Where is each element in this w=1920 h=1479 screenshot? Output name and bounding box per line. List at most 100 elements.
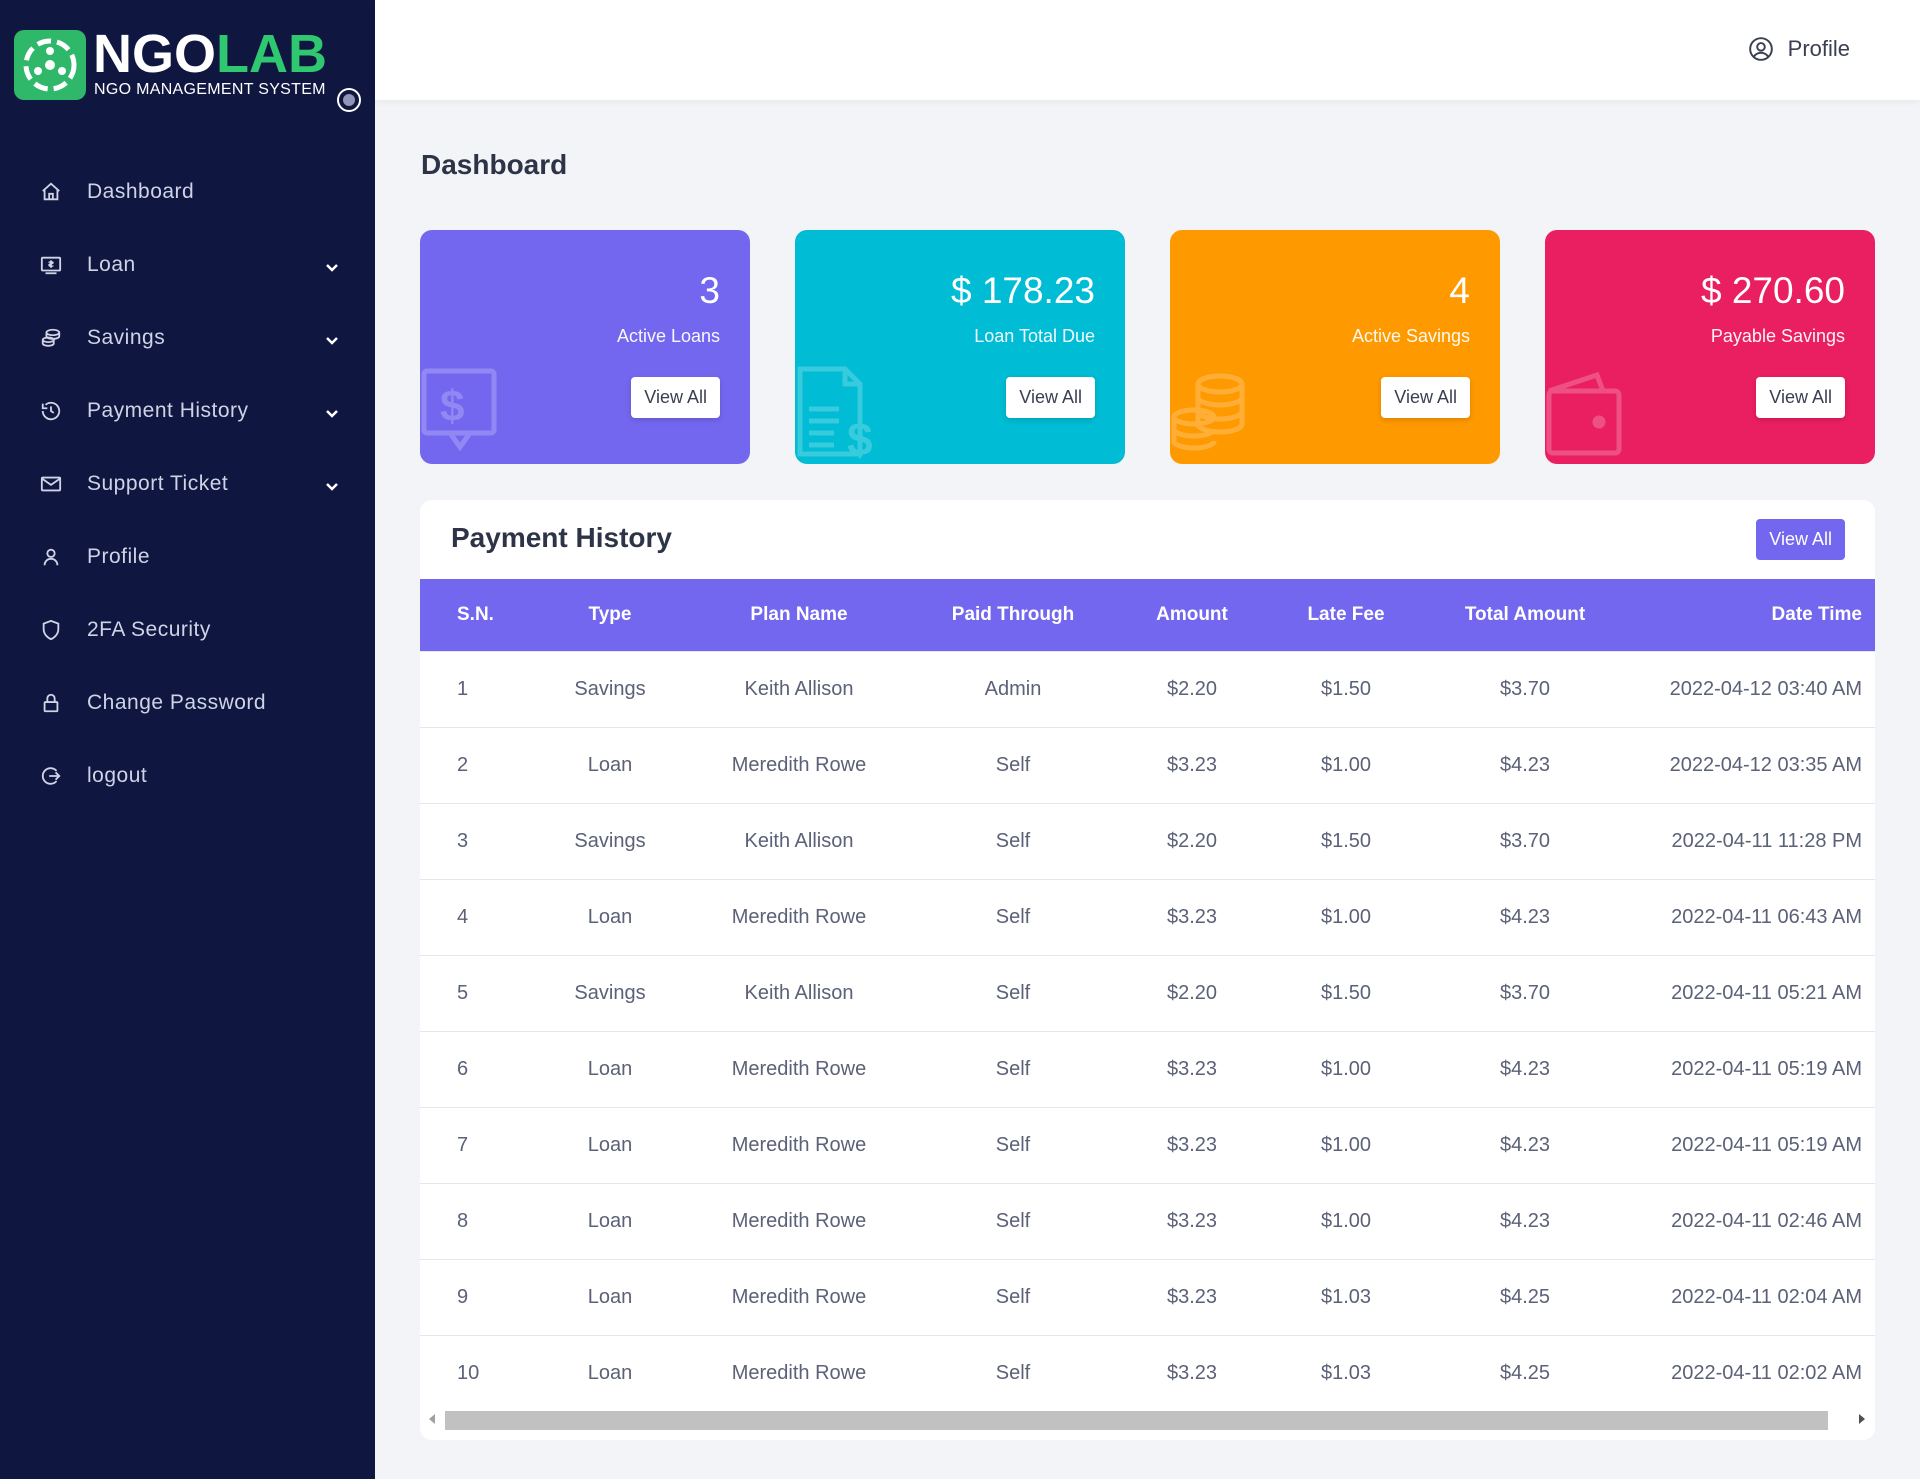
cell-late-fee: $1.50 xyxy=(1320,677,1372,700)
cell-type: Loan xyxy=(587,1209,633,1232)
table-row: 3 Savings Keith Allison Self $2.20 $1.50 $3.70… xyxy=(420,803,1875,879)
cell-total-amount: $4.23 xyxy=(1499,753,1551,776)
cell-date-time: 2022-04-12 03:35 AM xyxy=(1669,753,1862,776)
cell-plan-name: Meredith Rowe xyxy=(731,1285,867,1308)
stat-value: $ 178.23 xyxy=(950,270,1095,311)
cell-date-time: 2022-04-11 05:19 AM xyxy=(1671,1133,1862,1156)
stat-value: 3 xyxy=(699,270,720,311)
cell-paid-through: Self xyxy=(995,753,1031,776)
sidebar-item-profile[interactable]: Profile xyxy=(0,520,375,593)
sidebar-item-label: Savings xyxy=(87,325,166,349)
cell-total-amount: $4.25 xyxy=(1499,1285,1551,1308)
cell-total-amount: $4.23 xyxy=(1499,905,1551,928)
sidebar: NGOLAB NGO MANAGEMENT SYSTEM Dashboard L… xyxy=(0,0,375,1479)
table-row: 2 Loan Meredith Rowe Self $3.23 $1.00 $4.23 202… xyxy=(420,727,1875,803)
cell-sn: 5 xyxy=(457,981,469,1004)
scroll-right-arrow-icon[interactable] xyxy=(1859,1414,1865,1424)
cell-plan-name: Keith Allison xyxy=(744,677,854,700)
brand-subtitle: NGO MANAGEMENT SYSTEM xyxy=(94,81,326,98)
cell-date-time: 2022-04-11 05:19 AM xyxy=(1671,1057,1862,1080)
cell-type: Savings xyxy=(574,677,646,700)
sidebar-item-payment-history[interactable]: Payment History xyxy=(0,374,375,447)
sidebar-item-2fa-security[interactable]: 2FA Security xyxy=(0,593,375,666)
cell-amount: $3.23 xyxy=(1166,1285,1218,1308)
cell-sn: 7 xyxy=(457,1133,469,1156)
column-header-date-time: Date Time xyxy=(1771,603,1862,625)
svg-text:$: $ xyxy=(847,413,873,459)
column-header-late-fee: Late Fee xyxy=(1307,603,1385,625)
table-row: 10 Loan Meredith Rowe Self $3.23 $1.03 $4.25 20… xyxy=(420,1335,1875,1411)
wallet-icon xyxy=(1545,369,1625,464)
cell-amount: $3.23 xyxy=(1166,1209,1218,1232)
cell-late-fee: $1.50 xyxy=(1320,981,1372,1004)
cell-total-amount: $4.25 xyxy=(1499,1361,1551,1384)
stat-label: Active Savings xyxy=(1351,326,1470,346)
cell-plan-name: Meredith Rowe xyxy=(731,1209,867,1232)
cell-type: Loan xyxy=(587,753,633,776)
stat-card-active-loans: $ 3 Active Loans View All xyxy=(420,230,750,464)
table-row: 7 Loan Meredith Rowe Self $3.23 $1.00 $4.23 202… xyxy=(420,1107,1875,1183)
column-header-type: Type xyxy=(588,603,632,625)
coins-stack-icon xyxy=(1170,369,1250,464)
chevron-down-icon xyxy=(325,401,339,425)
invoice-dollar-icon: $ xyxy=(795,359,885,464)
column-header-sn: S.N. xyxy=(457,603,494,625)
cell-plan-name: Meredith Rowe xyxy=(731,905,867,928)
cell-late-fee: $1.03 xyxy=(1320,1361,1372,1384)
view-all-payable-savings-button[interactable]: View All xyxy=(1756,377,1845,418)
column-header-amount: Amount xyxy=(1156,603,1228,625)
svg-text:$: $ xyxy=(440,382,464,431)
cell-late-fee: $1.03 xyxy=(1320,1285,1372,1308)
cell-amount: $3.23 xyxy=(1166,1133,1218,1156)
view-all-active-savings-button[interactable]: View All xyxy=(1381,377,1470,418)
cell-late-fee: $1.00 xyxy=(1320,905,1372,928)
cell-date-time: 2022-04-11 05:21 AM xyxy=(1671,981,1862,1004)
table-row: 9 Loan Meredith Rowe Self $3.23 $1.03 $4.25 202… xyxy=(420,1259,1875,1335)
cell-total-amount: $4.23 xyxy=(1499,1209,1551,1232)
cell-late-fee: $1.00 xyxy=(1320,1057,1372,1080)
cell-sn: 2 xyxy=(457,753,469,776)
page-title: Dashboard xyxy=(421,149,568,180)
sidebar-item-label: 2FA Security xyxy=(87,617,211,641)
scroll-left-arrow-icon[interactable] xyxy=(429,1414,435,1424)
view-all-active-loans-button[interactable]: View All xyxy=(631,377,720,418)
sidebar-item-loan[interactable]: Loan xyxy=(0,228,375,301)
cell-date-time: 2022-04-11 02:02 AM xyxy=(1671,1361,1862,1384)
sidebar-item-change-password[interactable]: Change Password xyxy=(0,666,375,739)
brand-name-part2: LAB xyxy=(216,24,327,84)
sidebar-item-support-ticket[interactable]: Support Ticket xyxy=(0,447,375,520)
cell-type: Loan xyxy=(587,1057,633,1080)
cell-paid-through: Self xyxy=(995,1285,1031,1308)
view-all-loan-total-due-button[interactable]: View All xyxy=(1006,377,1095,418)
cell-total-amount: $3.70 xyxy=(1499,829,1551,852)
stat-value: $ 270.60 xyxy=(1700,270,1845,311)
top-header: Profile xyxy=(375,0,1920,100)
header-profile-link[interactable]: Profile xyxy=(1748,36,1850,62)
sidebar-item-logout[interactable]: logout xyxy=(0,739,375,812)
cell-type: Loan xyxy=(587,1133,633,1156)
cell-plan-name: Keith Allison xyxy=(744,981,854,1004)
payment-history-view-all-button[interactable]: View All xyxy=(1756,519,1845,560)
cell-date-time: 2022-04-12 03:40 AM xyxy=(1669,677,1862,700)
scrollbar-thumb[interactable] xyxy=(445,1411,1828,1430)
payment-history-panel: Payment History View All S.N. Type Plan … xyxy=(420,500,1875,1440)
horizontal-scrollbar[interactable] xyxy=(420,1409,1875,1431)
cell-date-time: 2022-04-11 11:28 PM xyxy=(1671,829,1863,852)
cell-sn: 10 xyxy=(457,1361,480,1384)
sidebar-item-label: Support Ticket xyxy=(87,471,229,495)
chevron-down-icon xyxy=(325,255,339,279)
chevron-down-icon xyxy=(325,474,339,498)
stat-card-payable-savings: $ 270.60 Payable Savings View All xyxy=(1545,230,1875,464)
cell-plan-name: Meredith Rowe xyxy=(731,1133,867,1156)
sidebar-item-dashboard[interactable]: Dashboard xyxy=(0,155,375,228)
user-icon xyxy=(39,545,63,569)
stat-label: Payable Savings xyxy=(1710,326,1845,346)
sidebar-toggle-icon[interactable] xyxy=(337,88,361,112)
sidebar-item-savings[interactable]: Savings xyxy=(0,301,375,374)
cell-total-amount: $3.70 xyxy=(1499,981,1551,1004)
sidebar-item-label: Loan xyxy=(87,252,136,276)
brand[interactable]: NGOLAB NGO MANAGEMENT SYSTEM xyxy=(14,24,364,112)
cell-sn: 1 xyxy=(457,677,469,700)
cell-type: Savings xyxy=(574,981,646,1004)
stat-value: 4 xyxy=(1449,270,1470,311)
